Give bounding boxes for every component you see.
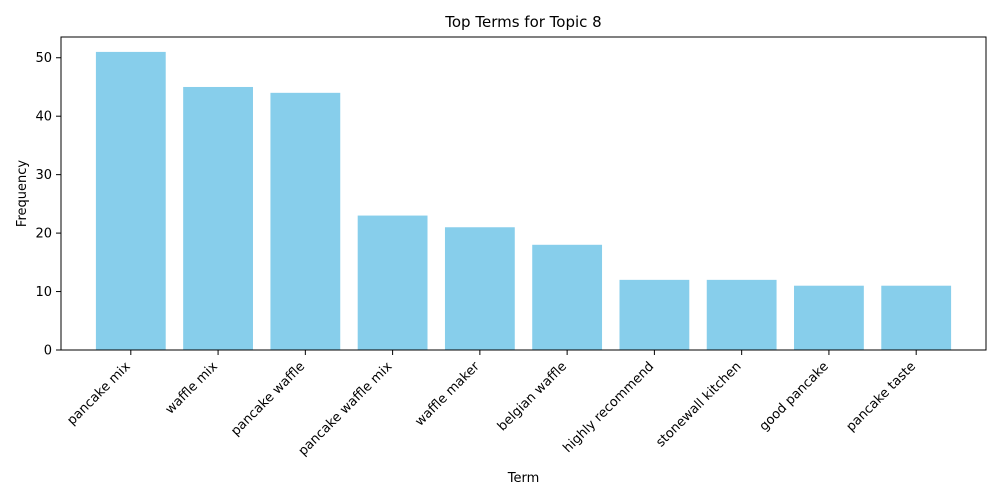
plot-frame	[60, 36, 987, 351]
x-tick-label: stonewall kitchen	[653, 359, 744, 450]
x-tick-label: pancake mix	[65, 359, 134, 428]
y-tick-label: 50	[35, 51, 52, 66]
x-tick-label: waffle maker	[412, 359, 483, 430]
bar-pancake-waffle-mix	[357, 215, 428, 350]
bar-belgian-waffle	[532, 244, 603, 350]
x-tick-label: good pancake	[757, 359, 832, 434]
x-tick-label: belgian waffle	[495, 359, 570, 434]
bar-pancake-taste	[881, 285, 952, 350]
chart-title: Top Terms for Topic 8	[444, 13, 601, 31]
x-tick-label: pancake taste	[844, 359, 919, 434]
x-tick-label: waffle mix	[163, 359, 221, 417]
y-tick-label: 40	[35, 110, 52, 125]
bar-waffle-mix	[183, 86, 253, 350]
bar-highly-recommend	[619, 279, 690, 350]
y-tick-label: 20	[35, 227, 52, 242]
bar-waffle-maker	[444, 227, 515, 350]
x-tick-label: pancake waffle	[228, 359, 308, 439]
bar-pancake-mix	[95, 51, 166, 351]
bar-pancake-waffle	[270, 92, 341, 350]
y-tick-label: 10	[35, 285, 52, 300]
y-tick-label: 30	[35, 168, 52, 183]
x-tick-label: pancake waffle mix	[296, 359, 396, 459]
x-axis-label: Term	[507, 471, 540, 486]
bars-group	[95, 51, 952, 351]
x-tick-label: highly recommend	[561, 359, 658, 456]
bar-good-pancake	[794, 285, 864, 350]
x-axis: pancake mix waffle mix pancake wafflepanca…	[65, 350, 919, 459]
bar-stonewall-kitchen	[706, 279, 777, 350]
y-tick-label: 0	[44, 344, 52, 359]
y-axis: 0 10 20 30 40 50	[35, 51, 61, 359]
y-axis-label: Frequency	[15, 160, 30, 227]
